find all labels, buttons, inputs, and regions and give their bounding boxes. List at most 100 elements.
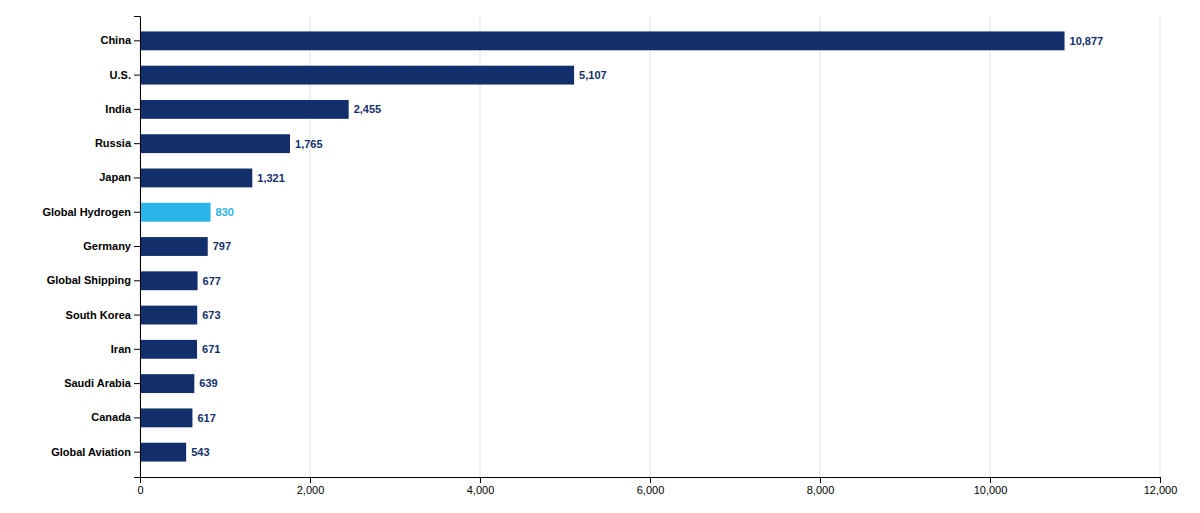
data-label: 2,455 [354,103,382,115]
data-label: 830 [216,206,234,218]
x-tick: 12,000 [1144,477,1178,496]
x-tick-label: 2,000 [297,484,325,496]
y-tick: Global Hydrogen [42,206,140,218]
y-tick: Iran [111,343,140,355]
data-label: 677 [203,275,221,287]
y-tick-mark [134,40,140,41]
grid-line [650,16,651,477]
bar [140,443,186,462]
y-tick-mark [134,349,140,350]
x-axis-line [141,478,1161,484]
x-tick-mark [310,477,311,483]
x-tick-mark [1160,477,1161,483]
data-label: 797 [213,240,231,252]
y-tick-label: China [100,34,131,46]
y-tick-label: South Korea [66,309,132,321]
y-tick-mark [134,143,140,144]
bar [140,134,290,153]
y-tick: Russia [95,137,140,149]
data-label: 10,877 [1070,35,1104,47]
y-tick: Germany [83,240,140,252]
grid-line [990,16,991,477]
y-tick: Canada [91,411,140,423]
y-axis: Global Aviation Canada Saudi Arabia Iran Sou… [42,17,140,478]
y-tick-mark [134,177,140,178]
y-tick-mark [134,212,140,213]
x-tick-label: 6,000 [637,484,665,496]
bar [140,237,208,256]
y-tick-mark [134,280,140,281]
x-tick-label: 10,000 [974,484,1008,496]
x-tick: 8,000 [807,477,835,496]
x-tick: 10,000 [974,477,1008,496]
y-tick-label: Russia [95,137,132,149]
y-tick-mark [134,109,140,110]
data-label: 639 [199,377,217,389]
x-tick-mark [820,477,821,483]
bar [140,271,198,290]
x-tick-label: 0 [137,484,143,496]
grid-line [480,16,481,477]
y-tick: Japan [99,171,140,183]
data-label: 617 [197,412,215,424]
y-tick-label: Canada [91,411,132,423]
data-label: 5,107 [579,69,607,81]
bar [140,306,197,325]
bars [140,31,1065,461]
data-label: 543 [191,446,209,458]
y-tick-label: Global Hydrogen [42,206,131,218]
y-tick-label: Germany [83,240,132,252]
x-tick-mark [650,477,651,483]
y-tick: Saudi Arabia [64,377,140,389]
data-label: 671 [202,343,220,355]
y-tick: Global Aviation [51,446,140,458]
data-label: 1,765 [295,138,323,150]
data-label: 1,321 [257,172,285,184]
bar [140,374,194,393]
plot-area: 543 617 639 671 673 677 797 830 1,321 1,765 2,455 5… [42,16,1177,496]
y-tick-label: Japan [99,171,131,183]
data-labels: 543 617 639 671 673 677 797 830 1,321 1,765 2,455 5… [191,35,1103,458]
x-tick: 0 [137,477,143,496]
y-tick-mark [134,75,140,76]
y-tick-label: Saudi Arabia [64,377,132,389]
data-label: 673 [202,309,220,321]
y-tick-label: Global Aviation [51,446,131,458]
y-tick-label: U.S. [110,69,131,81]
chart-container: 543 617 639 671 673 677 797 830 1,321 1,765 2,455 5… [0,0,1200,513]
grid-line [820,16,821,477]
grid-line [310,16,311,477]
grid-line [1160,16,1161,477]
x-tick-mark [480,477,481,483]
bar [140,100,349,119]
x-tick-mark [990,477,991,483]
chart-svg: 543 617 639 671 673 677 797 830 1,321 1,765 2,455 5… [0,0,1200,513]
x-tick-label: 12,000 [1144,484,1178,496]
y-tick-mark [134,383,140,384]
bar [140,169,252,188]
y-tick-mark [134,417,140,418]
x-axis: 0 2,000 4,000 6,000 8,000 10,000 12,000 [137,477,1177,496]
bar [140,66,574,85]
x-tick: 6,000 [637,477,665,496]
y-tick: South Korea [66,309,140,321]
y-tick: India [105,103,140,115]
y-tick: Global Shipping [47,274,140,286]
y-tick-label: Iran [111,343,131,355]
x-tick-label: 8,000 [807,484,835,496]
x-tick: 4,000 [467,477,495,496]
bar [140,340,197,359]
y-tick-mark [134,246,140,247]
bar [140,31,1065,50]
bar [140,203,211,222]
grid [140,16,1160,477]
x-tick-label: 4,000 [467,484,495,496]
y-tick-mark [134,452,140,453]
y-axis-line [134,17,141,478]
y-tick: China [100,34,140,46]
y-tick-mark [134,315,140,316]
x-tick: 2,000 [297,477,325,496]
bar [140,408,192,427]
y-tick: U.S. [110,69,140,81]
y-tick-label: India [105,103,132,115]
